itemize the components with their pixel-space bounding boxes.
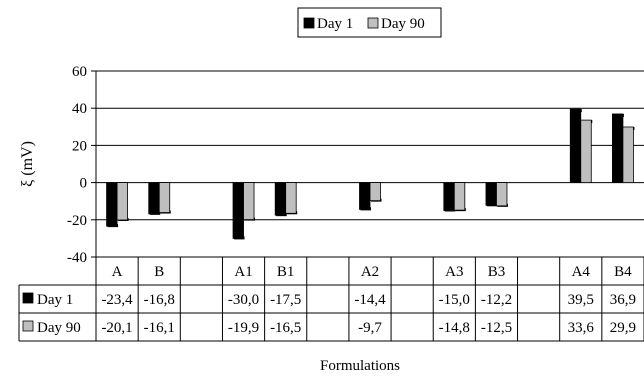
data-label-day1: -15,0 bbox=[439, 292, 470, 308]
legend-key-day1 bbox=[303, 17, 315, 29]
category-label: A2 bbox=[361, 264, 379, 280]
category-label: B bbox=[154, 264, 164, 280]
table-series-name: Day 90 bbox=[37, 320, 81, 336]
legend-label: Day 1 bbox=[317, 16, 353, 32]
category-label: B1 bbox=[277, 264, 295, 280]
bar-day90 bbox=[116, 182, 128, 221]
data-label-day1: -23,4 bbox=[101, 292, 133, 308]
data-label-day90: -12,5 bbox=[481, 320, 512, 336]
category-label: B4 bbox=[614, 264, 632, 280]
bar-day1 bbox=[106, 182, 118, 227]
bar-day1 bbox=[232, 182, 244, 239]
category-label: B3 bbox=[488, 264, 506, 280]
bar-day1 bbox=[485, 182, 497, 206]
category-label: A4 bbox=[572, 264, 591, 280]
y-tick-label: 20 bbox=[72, 138, 87, 154]
bar-day1 bbox=[443, 182, 455, 211]
table-series-key bbox=[22, 292, 34, 304]
data-table: A B A1 B1 A2 A3 B3 A4 B4 Day 1 -23,4 -16,8 -30,0 -17,… bbox=[18, 256, 644, 342]
y-tick-label: -40 bbox=[67, 250, 87, 266]
data-label-day1: 39,5 bbox=[568, 292, 594, 308]
bar-day90 bbox=[496, 182, 508, 207]
y-tick-label: 40 bbox=[72, 101, 87, 117]
data-label-day1: -17,5 bbox=[270, 292, 301, 308]
bar-day90 bbox=[243, 182, 255, 221]
data-label-day1: 36,9 bbox=[610, 292, 636, 308]
y-tick-label: -20 bbox=[67, 213, 87, 229]
table-series-key bbox=[22, 320, 34, 332]
bar-day1 bbox=[612, 113, 624, 184]
y-axis-title: ξ (mV) bbox=[19, 141, 36, 187]
legend: Day 1 Day 90 bbox=[297, 7, 442, 38]
legend-label: Day 90 bbox=[381, 16, 425, 32]
data-label-day1: -30,0 bbox=[228, 292, 259, 308]
category-label: A3 bbox=[445, 264, 463, 280]
y-tick-label: 60 bbox=[72, 64, 87, 80]
bar-day90 bbox=[622, 126, 634, 183]
y-axis-label-group: ξ (mV) bbox=[19, 141, 36, 187]
category-label: A1 bbox=[234, 264, 252, 280]
data-label-day90: -20,1 bbox=[101, 320, 132, 336]
bar-day90 bbox=[580, 119, 592, 183]
data-label-day90: -19,9 bbox=[228, 320, 259, 336]
data-label-day90: -14,8 bbox=[439, 320, 470, 336]
bar-day90 bbox=[369, 182, 381, 202]
data-label-day1: -12,2 bbox=[481, 292, 512, 308]
bars bbox=[106, 108, 635, 240]
data-label-day90: 33,6 bbox=[568, 320, 595, 336]
data-label-day90: -16,1 bbox=[144, 320, 175, 336]
legend-key-day90 bbox=[367, 17, 379, 29]
data-label-day1: -16,8 bbox=[144, 292, 175, 308]
data-label-day90: -9,7 bbox=[358, 320, 382, 336]
category-label: A bbox=[112, 264, 123, 280]
table-series-name: Day 1 bbox=[37, 292, 73, 308]
y-tick-label: 0 bbox=[80, 176, 88, 192]
data-label-day1: -14,4 bbox=[354, 292, 386, 308]
y-tick-labels: -40 -20 0 20 40 60 bbox=[67, 64, 87, 266]
bar-day1 bbox=[148, 182, 160, 215]
bar-day90 bbox=[285, 182, 297, 214]
gridlines bbox=[91, 70, 644, 258]
bar-day1 bbox=[569, 108, 582, 183]
bar-day90 bbox=[453, 182, 466, 211]
bar-day1 bbox=[274, 182, 287, 216]
data-label-day90: -16,5 bbox=[270, 320, 301, 336]
data-label-day90: 29,9 bbox=[610, 320, 636, 336]
bar-day1 bbox=[359, 182, 371, 210]
x-axis-label: Formulations bbox=[320, 358, 400, 374]
bar-day90 bbox=[158, 182, 171, 213]
